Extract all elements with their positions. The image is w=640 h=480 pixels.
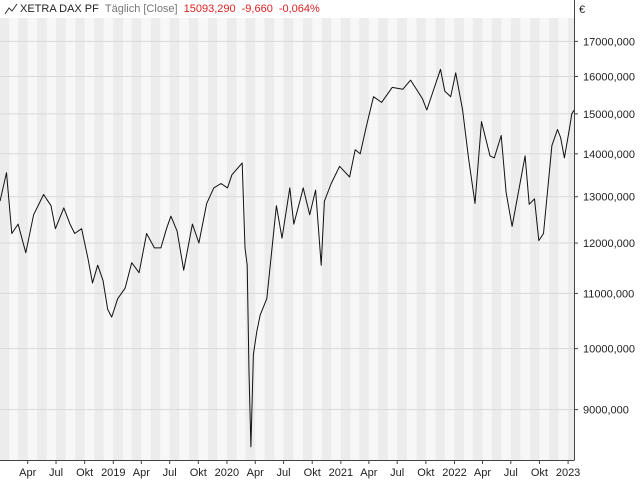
y-tick-label: 10000,000 — [583, 344, 635, 356]
x-tick-label: Okt — [417, 467, 434, 479]
y-tick-label: 15000,000 — [583, 109, 635, 121]
x-tick-label: Jul — [504, 467, 518, 479]
change-absolute: -9,660 — [241, 3, 273, 15]
x-tick-label: Okt — [304, 467, 321, 479]
y-tick-label: 9000,000 — [583, 405, 629, 417]
x-tick-label: Okt — [76, 467, 93, 479]
x-tick-label: 2021 — [329, 467, 353, 479]
x-tick-label: Jul — [277, 467, 291, 479]
month-band — [472, 18, 483, 460]
month-band — [321, 18, 332, 460]
month-band — [530, 18, 540, 460]
month-band — [188, 18, 199, 460]
y-tick-label: 13000,000 — [583, 192, 635, 204]
month-band — [397, 18, 407, 460]
x-tick-label: 2023 — [556, 467, 580, 479]
x-tick-label: Apr — [360, 467, 377, 479]
month-band — [131, 18, 142, 460]
last-value: 15093,290 — [183, 3, 236, 15]
month-band — [283, 18, 294, 460]
x-tick-label: 2020 — [215, 467, 239, 479]
change-percent: -0,064% — [278, 3, 320, 15]
y-tick-label: 16000,000 — [583, 71, 635, 83]
series-line — [0, 68, 575, 448]
month-band — [340, 18, 351, 460]
month-band — [150, 18, 161, 460]
x-tick-label: Apr — [133, 467, 150, 479]
month-band — [435, 18, 445, 460]
chart-header: XETRA DAX PF Täglich [Close] 15093,290 -… — [4, 3, 320, 15]
month-band — [549, 18, 559, 460]
x-tick-label: Apr — [474, 467, 491, 479]
y-tick-label: 14000,000 — [583, 149, 635, 161]
x-tick-label: Apr — [247, 467, 264, 479]
month-band — [454, 18, 465, 460]
month-band — [75, 18, 85, 460]
month-band — [226, 18, 237, 460]
symbol-name: XETRA DAX PF — [20, 3, 99, 15]
month-band — [0, 18, 10, 460]
month-band — [56, 18, 66, 460]
y-tick-label: 11000,000 — [583, 288, 634, 300]
month-band — [207, 18, 218, 460]
x-tick-label: 2019 — [101, 467, 125, 479]
x-tick-label: Okt — [531, 467, 548, 479]
month-band — [359, 18, 369, 460]
month-band — [169, 18, 180, 460]
month-band — [491, 18, 502, 460]
month-band — [302, 18, 313, 460]
month-band — [264, 18, 275, 460]
period-label: Täglich [Close] — [104, 3, 178, 15]
x-tick-label: Jul — [49, 467, 63, 479]
y-tick-label: 12000,000 — [583, 238, 635, 250]
month-band — [568, 18, 574, 460]
x-tick-label: Apr — [19, 467, 36, 479]
line-chart-icon[interactable] — [4, 3, 18, 15]
month-band — [245, 18, 256, 460]
x-tick-label: Jul — [390, 467, 404, 479]
month-band — [18, 18, 28, 460]
x-tick-label: Okt — [190, 467, 207, 479]
month-band — [113, 18, 123, 460]
x-tick-label: 2022 — [442, 467, 466, 479]
month-band — [510, 18, 521, 460]
y-tick-label: 17000,000 — [583, 36, 635, 48]
month-band — [378, 18, 388, 460]
month-band — [94, 18, 104, 460]
month-band — [37, 18, 47, 460]
x-tick-label: Jul — [163, 467, 177, 479]
currency-label: € — [579, 4, 586, 16]
month-band — [416, 18, 426, 460]
